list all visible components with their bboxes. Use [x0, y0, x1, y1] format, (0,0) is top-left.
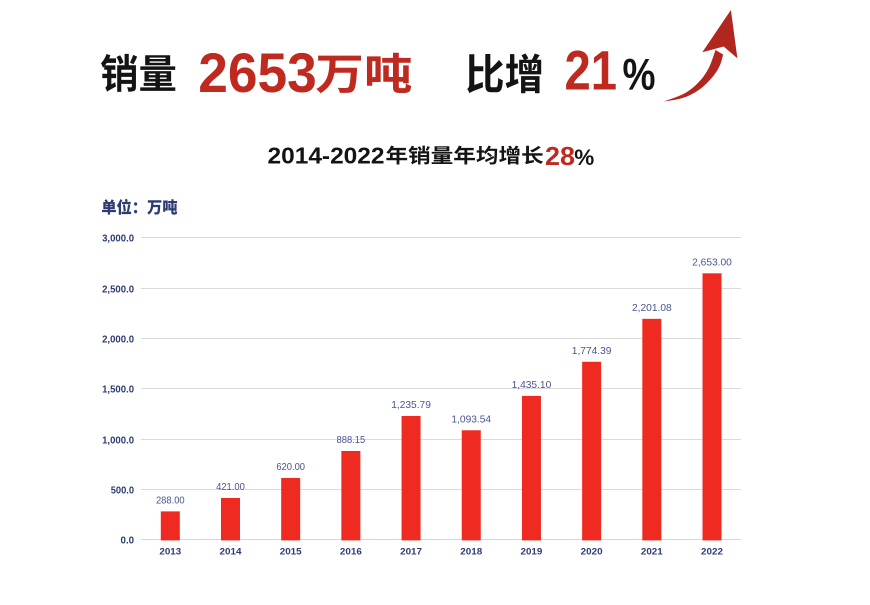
svg-text:620.00: 620.00 — [276, 462, 305, 473]
svg-text:1,093.54: 1,093.54 — [451, 414, 491, 425]
svg-text:2014: 2014 — [220, 547, 243, 558]
svg-text:2014-2022: 2014-2022 — [268, 143, 385, 169]
svg-text:2020: 2020 — [581, 547, 603, 558]
svg-text:%: % — [574, 145, 594, 170]
svg-text:2,653.00: 2,653.00 — [692, 257, 732, 268]
svg-text:2015: 2015 — [280, 547, 303, 558]
svg-text:2,500.0: 2,500.0 — [102, 285, 134, 296]
svg-text:2653: 2653 — [198, 42, 316, 104]
svg-text:0.0: 0.0 — [121, 536, 135, 547]
svg-text:421.00: 421.00 — [216, 482, 245, 493]
svg-text:288.00: 288.00 — [156, 495, 185, 506]
svg-text:1,500.0: 1,500.0 — [102, 385, 134, 396]
svg-text:21: 21 — [565, 40, 618, 102]
svg-text:2018: 2018 — [460, 547, 483, 558]
svg-text:500.0: 500.0 — [111, 486, 135, 497]
svg-text:2016: 2016 — [340, 547, 362, 558]
svg-text:2019: 2019 — [520, 547, 542, 558]
svg-text:%: % — [623, 50, 656, 100]
svg-text:2,000.0: 2,000.0 — [102, 335, 134, 346]
svg-text:2021: 2021 — [641, 547, 664, 558]
svg-text:2,201.08: 2,201.08 — [632, 303, 672, 314]
svg-text:1,000.0: 1,000.0 — [102, 436, 134, 447]
svg-text:1,235.79: 1,235.79 — [391, 400, 431, 411]
svg-text:1,435.10: 1,435.10 — [512, 380, 552, 391]
svg-text:2013: 2013 — [159, 547, 181, 558]
svg-text:2017: 2017 — [400, 547, 422, 558]
svg-text:888.15: 888.15 — [337, 435, 366, 446]
svg-text:3,000.0: 3,000.0 — [102, 234, 134, 245]
svg-text:28: 28 — [545, 143, 575, 171]
svg-text:2022: 2022 — [701, 547, 723, 558]
svg-text:1,774.39: 1,774.39 — [572, 346, 612, 357]
